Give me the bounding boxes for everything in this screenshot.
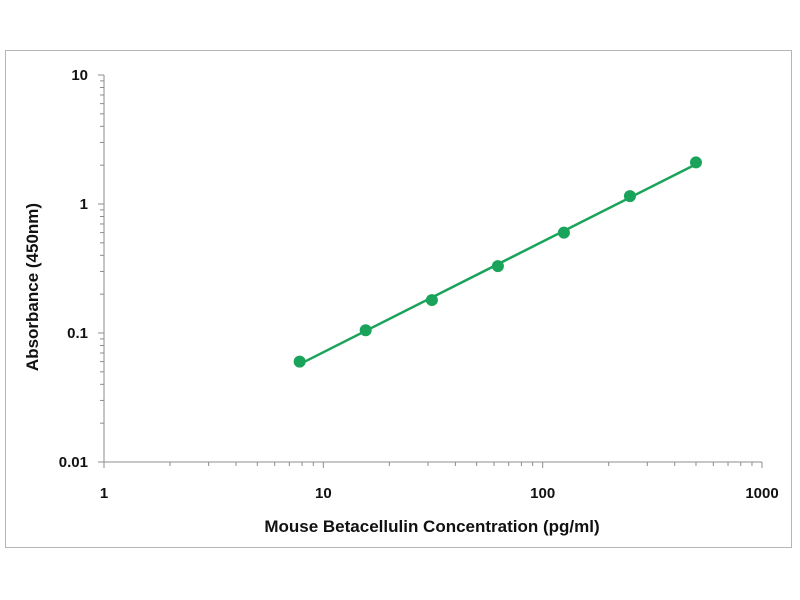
data-point xyxy=(359,324,372,337)
y-tick-label: 0.1 xyxy=(67,325,88,342)
y-axis-label: Absorbance (450nm) xyxy=(23,203,42,371)
x-axis-label: Mouse Betacellulin Concentration (pg/ml) xyxy=(264,517,599,536)
data-point xyxy=(491,260,504,273)
chart-frame xyxy=(5,50,792,548)
y-tick-label: 10 xyxy=(71,67,88,84)
y-tick-label: 0.01 xyxy=(59,454,88,471)
data-point xyxy=(425,294,438,307)
x-tick-label: 10 xyxy=(315,485,332,502)
data-point xyxy=(293,355,306,368)
data-point xyxy=(623,190,636,203)
x-tick-labels: 1 10 100 1000 xyxy=(100,485,779,502)
series-group xyxy=(293,156,702,368)
y-tick-label: 1 xyxy=(80,196,88,213)
data-point xyxy=(689,156,702,169)
x-tick-label: 1 xyxy=(100,485,108,502)
data-point xyxy=(557,226,570,239)
y-tick-labels: 10 1 0.1 0.01 xyxy=(59,67,88,471)
x-tick-label: 100 xyxy=(530,485,555,502)
x-tick-label: 1000 xyxy=(745,485,778,502)
axes xyxy=(98,74,763,468)
